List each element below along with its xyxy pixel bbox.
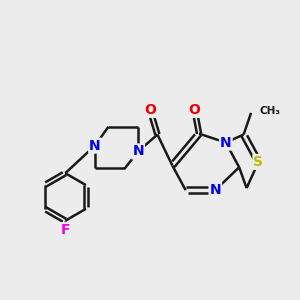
Text: F: F xyxy=(61,223,70,237)
Text: N: N xyxy=(210,183,221,197)
Text: O: O xyxy=(144,103,156,117)
Text: N: N xyxy=(132,145,144,158)
Text: CH₃: CH₃ xyxy=(260,106,280,116)
Text: O: O xyxy=(189,103,200,117)
Text: S: S xyxy=(254,155,263,169)
Text: N: N xyxy=(220,136,232,150)
Text: N: N xyxy=(89,139,101,152)
